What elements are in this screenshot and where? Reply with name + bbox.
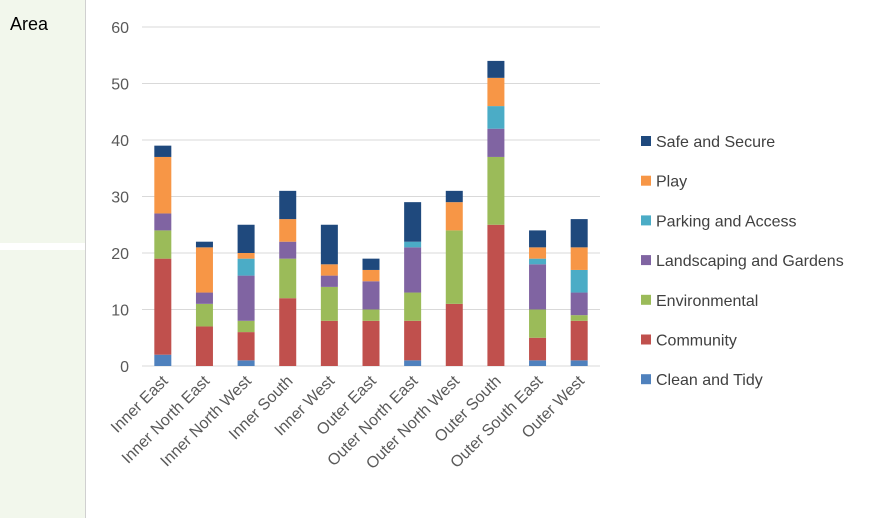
bar-segment: [154, 230, 172, 259]
bar-segment: [154, 258, 172, 355]
y-tick-label: 10: [111, 303, 129, 320]
bar-segment: [570, 360, 588, 366]
bar-segment: [154, 145, 172, 157]
bar-segment: [404, 241, 422, 248]
bar-segment: [320, 224, 338, 265]
bar-segment: [237, 253, 255, 259]
bar-segment: [570, 219, 588, 248]
bar-segment: [362, 269, 380, 282]
bar-segment: [279, 298, 297, 366]
bar-segment: [529, 230, 547, 248]
bar-segment: [279, 219, 297, 242]
bar-segment: [404, 360, 422, 366]
bar-segment: [404, 202, 422, 242]
side-divider: [85, 0, 86, 518]
side-panel-top: [0, 0, 85, 243]
bar-segment: [487, 128, 505, 157]
bar-segment: [279, 241, 297, 259]
y-tick-label: 20: [111, 246, 129, 263]
bar-segment: [445, 190, 463, 203]
bar-segment: [487, 60, 505, 78]
bar-segment: [570, 269, 588, 293]
bar-segment: [529, 264, 547, 310]
bar-segment: [404, 292, 422, 321]
legend: Safe and Secure Play Parking and Access Lan…: [641, 134, 844, 389]
bar-segment: [320, 286, 338, 321]
legend-label: Community: [656, 333, 737, 350]
bar-segment: [487, 224, 505, 366]
bar-segment: [487, 106, 505, 129]
bar-segment: [195, 292, 213, 304]
y-tick-label: 0: [120, 359, 129, 376]
bar-segment: [237, 360, 255, 366]
y-tick-label: 30: [111, 190, 129, 207]
bar-segment: [529, 337, 547, 361]
bar-segment: [154, 156, 172, 214]
bars: [154, 60, 588, 366]
bar-segment: [279, 258, 297, 299]
area-label: Area: [10, 14, 49, 34]
bar-segment: [570, 320, 588, 361]
bar-segment: [195, 303, 213, 327]
legend-swatch: [641, 255, 651, 266]
bar-segment: [237, 258, 255, 276]
bar-segment: [320, 264, 338, 276]
bar-segment: [404, 247, 422, 293]
bar-segment: [529, 309, 547, 338]
bar-segment: [237, 224, 255, 253]
legend-label: Clean and Tidy: [656, 372, 763, 389]
y-axis: 0 10 20 30 40 50 60: [111, 20, 129, 376]
legend-swatch: [641, 334, 651, 345]
bar-segment: [362, 309, 380, 321]
bar-segment: [195, 241, 213, 248]
bar-segment: [154, 354, 172, 366]
legend-swatch: [641, 215, 651, 226]
side-panel-bottom: [0, 250, 85, 518]
legend-swatch: [641, 175, 651, 186]
bar-segment: [487, 156, 505, 225]
bar-segment: [237, 320, 255, 333]
bar-segment: [570, 247, 588, 270]
bar-segment: [362, 320, 380, 366]
legend-label: Landscaping and Gardens: [656, 253, 844, 270]
y-tick-label: 50: [111, 77, 129, 94]
bar-segment: [445, 202, 463, 231]
legend-swatch: [641, 374, 651, 385]
bar-segment: [195, 247, 213, 293]
y-tick-label: 60: [111, 20, 129, 37]
bar-segment: [279, 190, 297, 220]
bar-segment: [237, 332, 255, 361]
bar-segment: [320, 275, 338, 287]
legend-label: Safe and Secure: [656, 134, 775, 151]
bar-segment: [445, 230, 463, 304]
bar-segment: [529, 247, 547, 259]
legend-label: Play: [656, 174, 687, 191]
bar-segment: [362, 281, 380, 310]
bar-segment: [570, 315, 588, 321]
bar-segment: [529, 258, 547, 265]
bar-segment: [570, 292, 588, 316]
legend-swatch: [641, 294, 651, 305]
bar-segment: [445, 303, 463, 366]
bar-segment: [320, 320, 338, 366]
bar-segment: [195, 326, 213, 366]
y-tick-label: 40: [111, 133, 129, 150]
bar-segment: [362, 258, 380, 270]
bar-segment: [237, 275, 255, 321]
bar-segment: [487, 77, 505, 107]
legend-label: Environmental: [656, 293, 758, 310]
bar-segment: [154, 213, 172, 231]
legend-label: Parking and Access: [656, 213, 797, 230]
legend-swatch: [641, 136, 651, 146]
bar-segment: [529, 360, 547, 366]
bar-segment: [404, 320, 422, 361]
